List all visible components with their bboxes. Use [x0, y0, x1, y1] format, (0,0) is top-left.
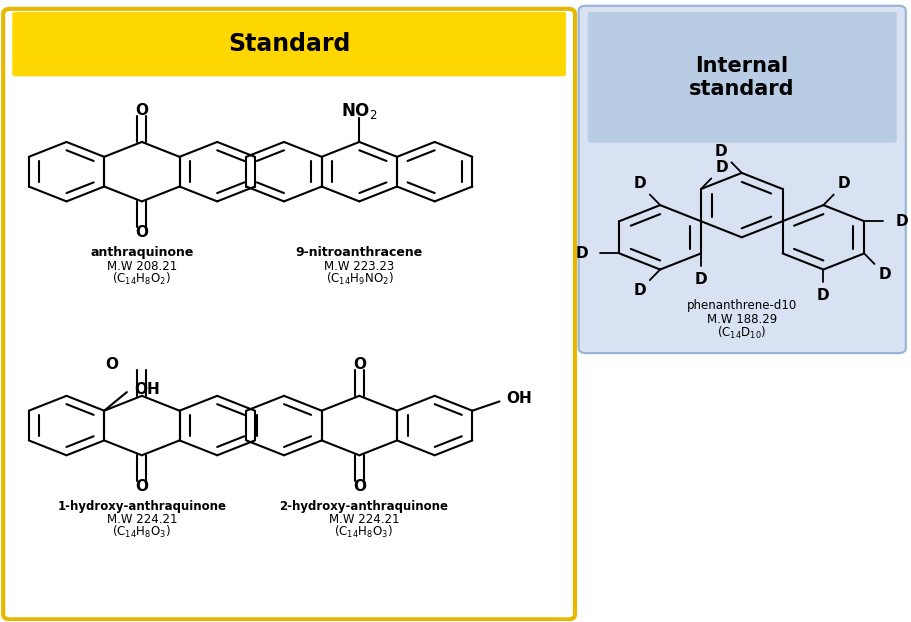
Text: 1-hydroxy-anthraquinone: 1-hydroxy-anthraquinone	[57, 499, 226, 513]
Text: Standard: Standard	[229, 32, 351, 56]
Text: D: D	[715, 160, 728, 175]
Text: O: O	[136, 479, 148, 494]
FancyBboxPatch shape	[578, 6, 906, 353]
Text: D: D	[896, 214, 908, 229]
Text: D: D	[695, 272, 707, 287]
Text: O: O	[353, 358, 366, 373]
Text: O: O	[136, 103, 148, 119]
Text: O: O	[353, 479, 366, 494]
Text: D: D	[575, 246, 588, 261]
Text: M.W 223.23: M.W 223.23	[324, 260, 394, 273]
Text: anthraquinone: anthraquinone	[90, 246, 193, 259]
Text: D: D	[817, 288, 830, 303]
FancyBboxPatch shape	[588, 12, 896, 142]
FancyBboxPatch shape	[12, 12, 566, 77]
Text: M.W 224.21: M.W 224.21	[107, 513, 177, 526]
Text: Internal
standard: Internal standard	[689, 56, 794, 99]
FancyBboxPatch shape	[4, 9, 575, 620]
Text: D: D	[878, 267, 891, 282]
Text: (C$_{14}$D$_{10}$): (C$_{14}$D$_{10}$)	[717, 325, 766, 341]
Text: D: D	[838, 177, 850, 192]
Text: (C$_{14}$H$_9$NO$_2$): (C$_{14}$H$_9$NO$_2$)	[325, 271, 394, 287]
Text: D: D	[633, 177, 646, 192]
Text: (C$_{14}$H$_8$O$_3$): (C$_{14}$H$_8$O$_3$)	[334, 524, 394, 540]
Text: M.W 188.29: M.W 188.29	[707, 312, 777, 325]
Text: 2-hydroxy-anthraquinone: 2-hydroxy-anthraquinone	[280, 499, 448, 513]
Text: OH: OH	[507, 391, 532, 406]
Text: O: O	[106, 358, 118, 373]
Text: D: D	[633, 283, 646, 298]
Text: (C$_{14}$H$_8$O$_3$): (C$_{14}$H$_8$O$_3$)	[112, 524, 171, 540]
Text: OH: OH	[134, 382, 159, 397]
Text: D: D	[715, 144, 727, 159]
Text: (C$_{14}$H$_8$O$_2$): (C$_{14}$H$_8$O$_2$)	[112, 271, 171, 287]
Text: M.W 224.21: M.W 224.21	[329, 513, 399, 526]
Text: 9-nitroanthracene: 9-nitroanthracene	[296, 246, 423, 259]
Text: M.W 208.21: M.W 208.21	[107, 260, 177, 273]
Text: O: O	[136, 225, 148, 240]
Text: NO$_2$: NO$_2$	[341, 101, 377, 121]
Text: phenanthrene-d10: phenanthrene-d10	[687, 299, 797, 312]
